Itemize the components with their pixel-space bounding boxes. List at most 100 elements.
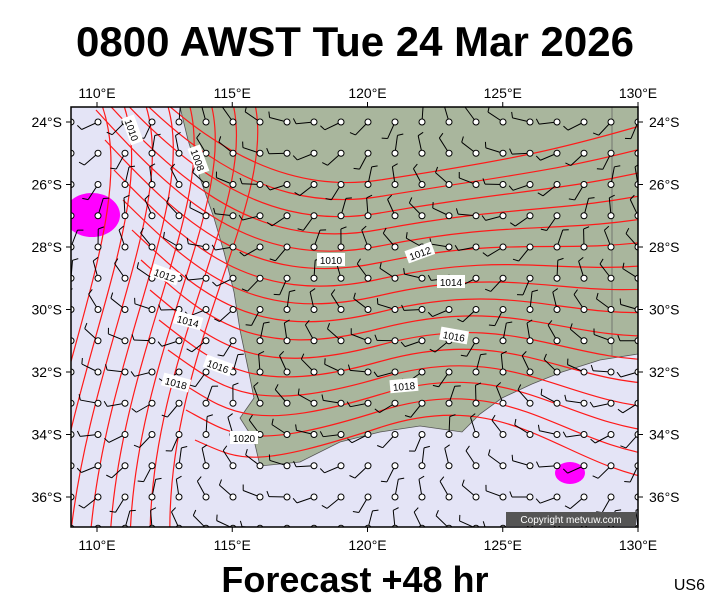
station [94, 274, 102, 282]
station [310, 306, 318, 313]
barb-flag [340, 226, 347, 230]
lat-label: 24°S [31, 114, 62, 130]
barb-staff [270, 528, 287, 533]
barb-flag [380, 480, 387, 483]
station [580, 181, 588, 188]
lat-label: 36°S [31, 489, 62, 505]
model-code: US6 [674, 577, 705, 594]
barb-flag [105, 364, 108, 371]
station [94, 212, 102, 220]
station [283, 181, 291, 188]
station [391, 181, 399, 188]
station [472, 368, 480, 376]
lat-label: 28°S [31, 239, 62, 255]
barb-flag [470, 413, 476, 418]
barb-flag [297, 228, 304, 231]
barb-flag [218, 479, 222, 486]
station [283, 306, 291, 313]
station [418, 149, 426, 157]
barb-flag [78, 394, 81, 401]
station [337, 274, 345, 282]
barb-flag [103, 400, 108, 407]
barb-flag [512, 258, 519, 262]
barb-flag [239, 251, 245, 257]
label-box [121, 114, 144, 146]
barb-flag [106, 131, 113, 136]
barb-flag [461, 479, 465, 486]
station [202, 431, 210, 438]
barb-staff [71, 153, 72, 154]
barb-flag [509, 529, 513, 534]
barb-flag [432, 384, 439, 388]
station [472, 306, 480, 313]
isobar [167, 349, 638, 407]
barb-flag [543, 353, 547, 360]
barb-flag [382, 227, 387, 234]
station [445, 431, 453, 438]
barb-flag [374, 408, 380, 413]
barb-flag [418, 475, 425, 480]
isobar [110, 107, 638, 235]
barb-flag [465, 445, 470, 452]
station [175, 524, 183, 527]
barb-flag [475, 382, 482, 386]
station [337, 212, 345, 220]
barb-flag [144, 194, 150, 200]
barb-staff [56, 528, 71, 538]
station [553, 118, 561, 126]
isobar-label: 1018 [389, 377, 419, 394]
barb-flag [189, 384, 196, 388]
station [499, 431, 507, 438]
barb-flag [244, 107, 247, 112]
barb-flag [435, 509, 439, 516]
barb-flag [427, 311, 433, 317]
isobar [169, 107, 638, 184]
barb-flag [212, 281, 218, 287]
barb-flag [444, 444, 450, 449]
station [607, 306, 615, 313]
barb-flag [63, 320, 67, 325]
station [445, 149, 453, 157]
barb-flag [583, 226, 590, 230]
barb-flag [128, 165, 136, 168]
barb-flag [196, 132, 201, 139]
barb-flag [491, 414, 496, 421]
station [337, 462, 345, 470]
station [337, 524, 345, 527]
station [526, 462, 534, 470]
station [283, 431, 291, 438]
barb-flag [413, 163, 418, 169]
isobar [148, 107, 638, 201]
barb-flag [641, 478, 647, 479]
station [310, 431, 318, 438]
barb-flag [614, 165, 621, 168]
barb-flag [72, 258, 79, 261]
station [364, 431, 372, 438]
station [418, 337, 426, 345]
station [607, 243, 615, 251]
barb-flag [289, 289, 296, 293]
station [553, 462, 561, 470]
footer: Forecast +48 hr [221, 559, 488, 600]
station [499, 181, 507, 188]
station [580, 462, 588, 470]
barb-flag [449, 414, 456, 417]
barb-flag [300, 353, 305, 360]
barb-flag [403, 268, 405, 275]
barb-flag [155, 477, 162, 480]
barb-flag [321, 504, 328, 509]
station [229, 493, 237, 501]
barb-flag [245, 324, 252, 326]
barb-staff [71, 465, 72, 467]
station [418, 306, 426, 313]
station [202, 337, 210, 345]
barb-flag [305, 320, 310, 326]
barb-flag [217, 354, 224, 357]
station [202, 118, 210, 126]
barb-flag [496, 382, 502, 387]
barb-flag [175, 131, 181, 137]
isobar [71, 107, 153, 527]
station [526, 524, 534, 527]
station [283, 337, 291, 345]
isobar [176, 379, 638, 430]
